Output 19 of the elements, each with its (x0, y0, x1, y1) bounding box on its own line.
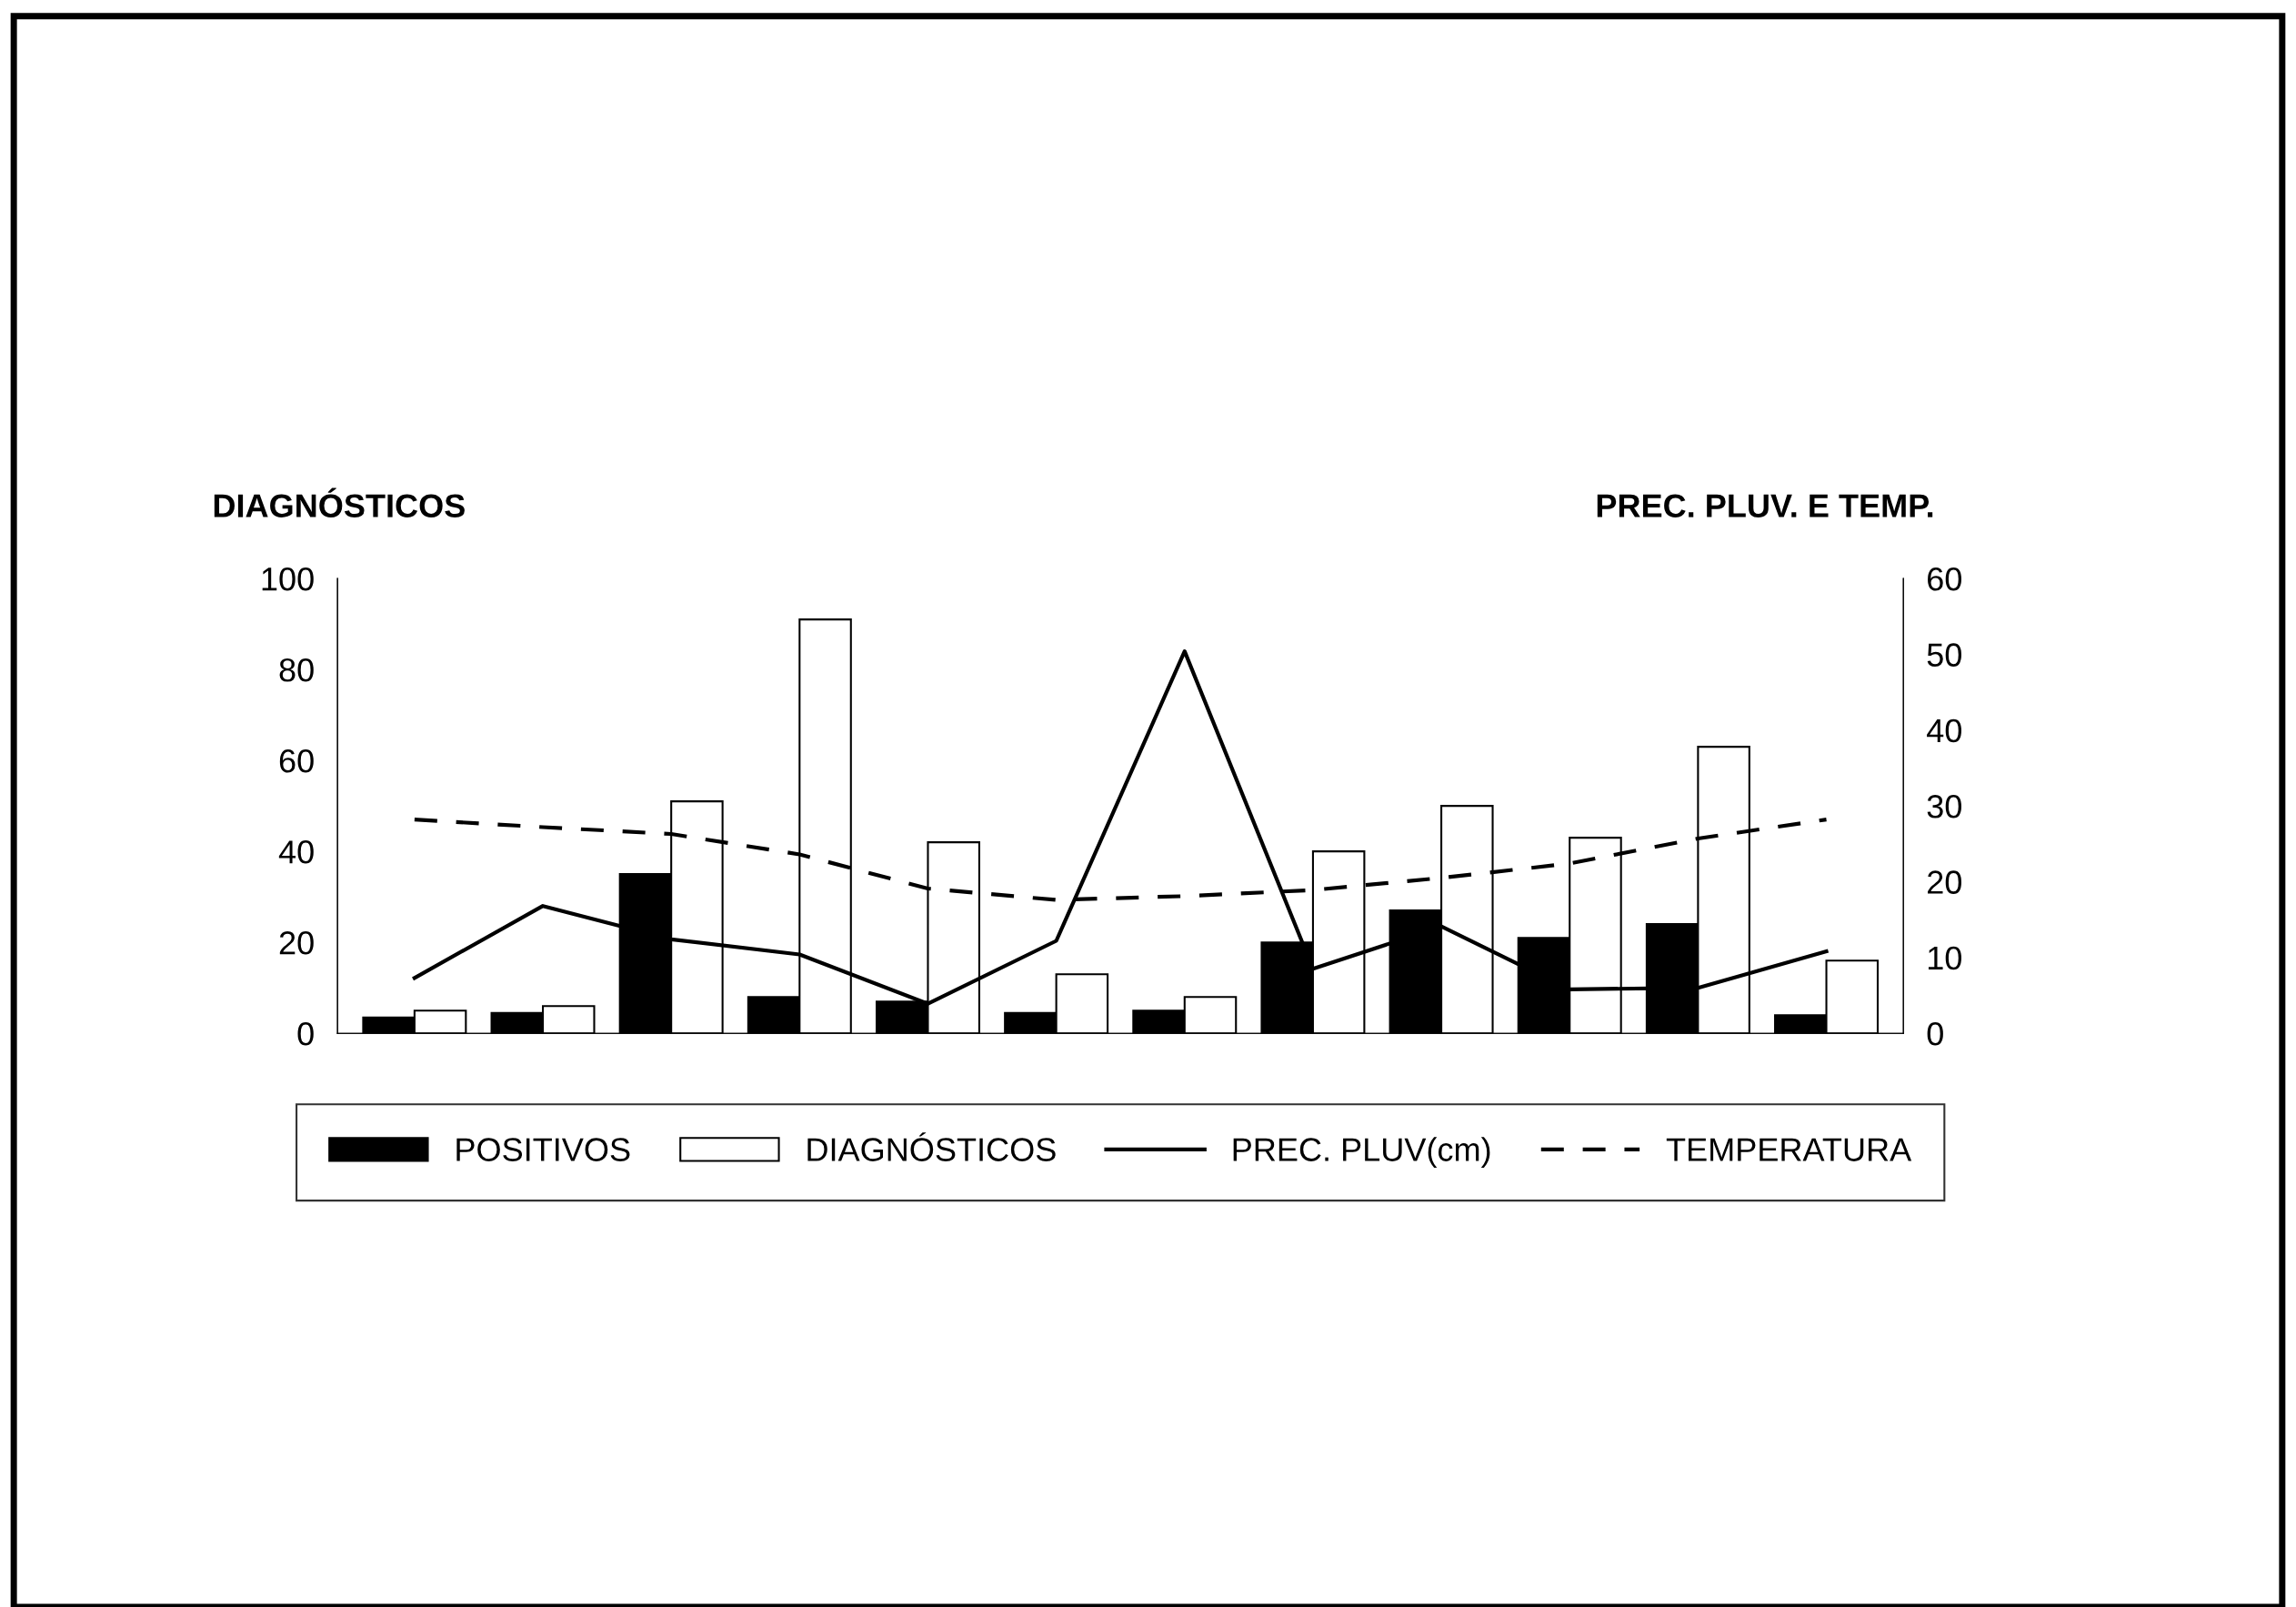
legend-label: PREC. PLUV(cm) (1233, 1137, 1490, 1168)
y2-tick-label: 40 (1927, 718, 1961, 743)
y2-tick-label: 60 (1928, 567, 1961, 591)
y-tick-label: 80 (279, 658, 314, 682)
y2-tick-label: 0 (1927, 1022, 1943, 1046)
y-tick-label: 40 (278, 840, 314, 864)
y-tick-label: 0 (297, 1022, 314, 1046)
y-tick-label: 100 (262, 567, 314, 591)
legend-label: DIAGNÓSTICOS (807, 1132, 1056, 1161)
y2-tick-label: 10 (1928, 946, 1961, 970)
y2-axis-title: PREC. PLUV. E TEMP. (1597, 494, 1933, 517)
legend-label: POSITIVOS (456, 1138, 630, 1161)
y2-tick-label: 50 (1927, 643, 1961, 667)
y-tick-label: 20 (279, 931, 314, 955)
y2-tick-label: 30 (1927, 795, 1961, 819)
legend-label: TEMPERATURA (1666, 1138, 1912, 1161)
y-axis-title: DIAGNÓSTICOS (214, 487, 465, 517)
y-tick-label: 60 (279, 749, 314, 773)
y2-tick-label: 20 (1928, 870, 1961, 894)
